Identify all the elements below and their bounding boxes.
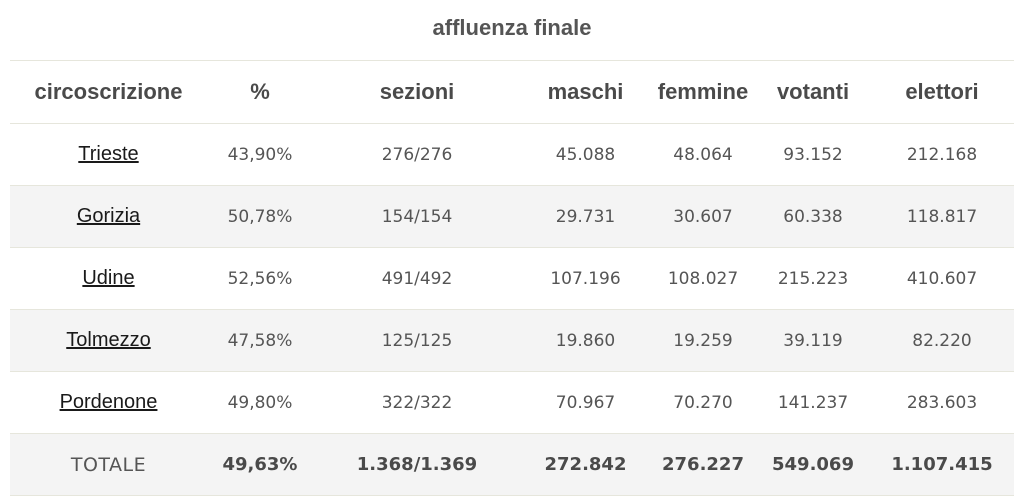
total-row: TOTALE 49,63% 1.368/1.369 272.842 276.22… (10, 433, 1014, 496)
maschi-cell: 70.967 (521, 371, 650, 434)
maschi-cell: 107.196 (521, 247, 650, 310)
table-row: Pordenone 49,80% 322/322 70.967 70.270 1… (10, 371, 1014, 434)
total-votanti: 549.069 (756, 433, 870, 496)
table-row: Tolmezzo 47,58% 125/125 19.860 19.259 39… (10, 309, 1014, 372)
table-row: Udine 52,56% 491/492 107.196 108.027 215… (10, 247, 1014, 310)
percent-cell: 47,58% (207, 309, 313, 372)
district-link-pordenone[interactable]: Pordenone (59, 391, 158, 413)
total-maschi: 272.842 (521, 433, 650, 496)
column-header-circoscrizione: circoscrizione (10, 60, 207, 124)
femmine-cell: 19.259 (650, 309, 756, 372)
femmine-cell: 48.064 (650, 123, 756, 186)
maschi-cell: 29.731 (521, 185, 650, 248)
sezioni-cell: 154/154 (313, 185, 521, 248)
district-cell: Gorizia (10, 185, 207, 248)
table-row: Trieste 43,90% 276/276 45.088 48.064 93.… (10, 123, 1014, 186)
femmine-cell: 70.270 (650, 371, 756, 434)
total-sezioni: 1.368/1.369 (313, 433, 521, 496)
elettori-cell: 118.817 (870, 185, 1014, 248)
femmine-cell: 108.027 (650, 247, 756, 310)
sezioni-cell: 276/276 (313, 123, 521, 186)
percent-cell: 52,56% (207, 247, 313, 310)
elettori-cell: 212.168 (870, 123, 1014, 186)
maschi-cell: 45.088 (521, 123, 650, 186)
district-cell: Udine (10, 247, 207, 310)
sezioni-cell: 322/322 (313, 371, 521, 434)
elettori-cell: 82.220 (870, 309, 1014, 372)
percent-cell: 43,90% (207, 123, 313, 186)
total-femmine: 276.227 (650, 433, 756, 496)
total-elettori: 1.107.415 (870, 433, 1014, 496)
votanti-cell: 215.223 (756, 247, 870, 310)
votanti-cell: 141.237 (756, 371, 870, 434)
sezioni-cell: 491/492 (313, 247, 521, 310)
column-header-elettori: elettori (870, 60, 1014, 124)
column-header-votanti: votanti (756, 60, 870, 124)
column-header-maschi: maschi (521, 60, 650, 124)
column-header-femmine: femmine (650, 60, 756, 124)
table-row: Gorizia 50,78% 154/154 29.731 30.607 60.… (10, 185, 1014, 248)
votanti-cell: 39.119 (756, 309, 870, 372)
percent-cell: 50,78% (207, 185, 313, 248)
percent-cell: 49,80% (207, 371, 313, 434)
district-cell: Pordenone (10, 371, 207, 434)
district-link-trieste[interactable]: Trieste (78, 143, 139, 165)
total-label: TOTALE (10, 433, 207, 496)
table-title: affluenza finale (432, 15, 592, 40)
column-header-sezioni: sezioni (313, 60, 521, 124)
district-link-udine[interactable]: Udine (82, 267, 135, 289)
turnout-table: circoscrizione % sezioni maschi femmine … (10, 60, 1014, 496)
district-link-gorizia[interactable]: Gorizia (76, 205, 141, 227)
column-header-percent: % (207, 60, 313, 124)
maschi-cell: 19.860 (521, 309, 650, 372)
votanti-cell: 60.338 (756, 185, 870, 248)
district-link-tolmezzo[interactable]: Tolmezzo (66, 329, 151, 351)
votanti-cell: 93.152 (756, 123, 870, 186)
header-row: circoscrizione % sezioni maschi femmine … (10, 60, 1014, 124)
femmine-cell: 30.607 (650, 185, 756, 248)
district-cell: Tolmezzo (10, 309, 207, 372)
elettori-cell: 283.603 (870, 371, 1014, 434)
total-percent: 49,63% (207, 433, 313, 496)
district-cell: Trieste (10, 123, 207, 186)
sezioni-cell: 125/125 (313, 309, 521, 372)
elettori-cell: 410.607 (870, 247, 1014, 310)
